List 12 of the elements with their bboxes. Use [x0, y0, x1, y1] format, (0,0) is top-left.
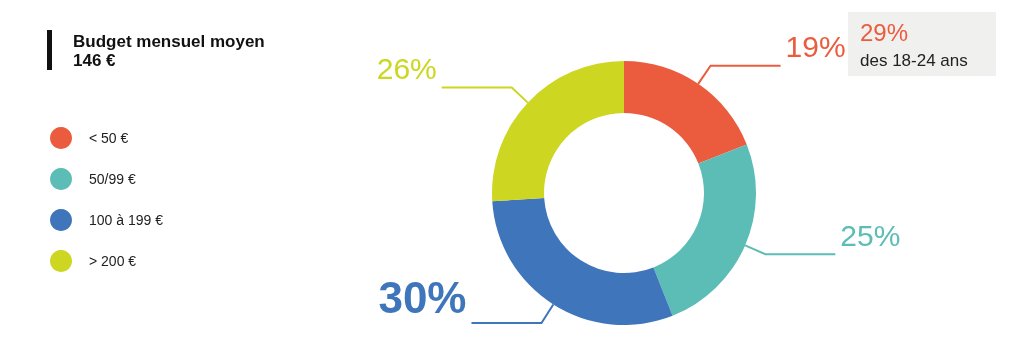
- data-label: 25%: [840, 218, 901, 252]
- data-label: 19%: [785, 30, 846, 64]
- legend-label: > 200 €: [89, 253, 137, 269]
- data-label: 30%: [378, 272, 467, 322]
- text: 29%: [860, 18, 909, 46]
- legend-label: 100 à 199 €: [89, 212, 164, 228]
- text: des 18-24 ans: [860, 51, 968, 70]
- chart-title: Budget mensuel moyen: [73, 32, 265, 51]
- data-label: 26%: [376, 52, 437, 86]
- legend-label: 50/99 €: [89, 171, 136, 187]
- text: 146 €: [73, 51, 117, 70]
- legend-label: < 50 €: [89, 130, 129, 146]
